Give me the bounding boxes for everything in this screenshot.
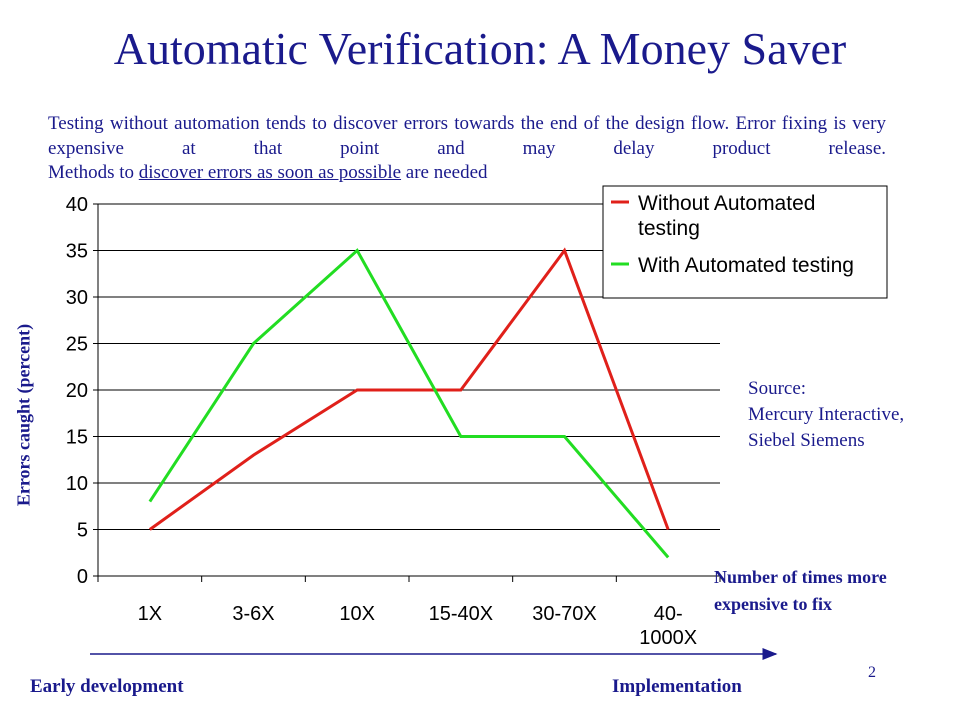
intro-text-part-b: are needed [401, 162, 488, 183]
y-axis-label: Errors caught (percent) [13, 323, 34, 507]
x-tick-label: 40- [654, 603, 683, 625]
y-tick-label: 10 [66, 473, 88, 495]
x-tick-label: 15-40X [429, 603, 494, 625]
series-line-with-automation [148, 248, 670, 559]
x-note-line: Number of times more [714, 567, 887, 587]
y-tick-label: 5 [77, 520, 88, 542]
y-tick-label: 40 [66, 194, 88, 216]
source-line: Source: [748, 378, 807, 399]
y-tick-label: 15 [66, 427, 88, 449]
series-line-without-automation [148, 247, 670, 531]
x-tick-label: 10X [339, 603, 375, 625]
x-tick-label: 30-70X [532, 603, 597, 625]
page-number: 2 [868, 664, 876, 681]
y-tick-label: 35 [66, 241, 88, 263]
intro-paragraph: Testing without automation tends to disc… [48, 112, 886, 186]
legend-label: With Automated testing [638, 254, 854, 277]
slide-title: Automatic Verification: A Money Saver [113, 23, 847, 74]
source-note: Source: Mercury Interactive, Siebel Siem… [748, 376, 904, 454]
x-tick-label: 1000X [639, 627, 697, 649]
intro-text-part-a: Methods to [48, 162, 139, 183]
source-line: Mercury Interactive, [748, 404, 905, 425]
legend-label: testing [638, 217, 700, 240]
timeline-start-label: Early development [30, 676, 184, 697]
x-tick-label: 1X [138, 603, 162, 625]
x-note-line: expensive to fix [714, 594, 832, 614]
intro-text-underlined: discover errors as soon as possible [138, 162, 402, 183]
y-tick-label: 30 [66, 287, 88, 309]
legend-label: Without Automated [638, 192, 815, 215]
intro-text-last-line: Methods to discover errors as soon as po… [48, 161, 886, 186]
timeline-end-label: Implementation [612, 676, 742, 697]
y-tick-label: 25 [66, 334, 88, 356]
intro-text-main: Testing without automation tends to disc… [48, 113, 886, 159]
source-line: Siebel Siemens [748, 430, 865, 451]
y-tick-label: 0 [77, 566, 88, 588]
legend-box [602, 185, 888, 299]
x-tick-label: 3-6X [232, 603, 274, 625]
x-axis-note: Number of times more expensive to fix [714, 564, 887, 618]
y-tick-label: 20 [66, 380, 88, 402]
